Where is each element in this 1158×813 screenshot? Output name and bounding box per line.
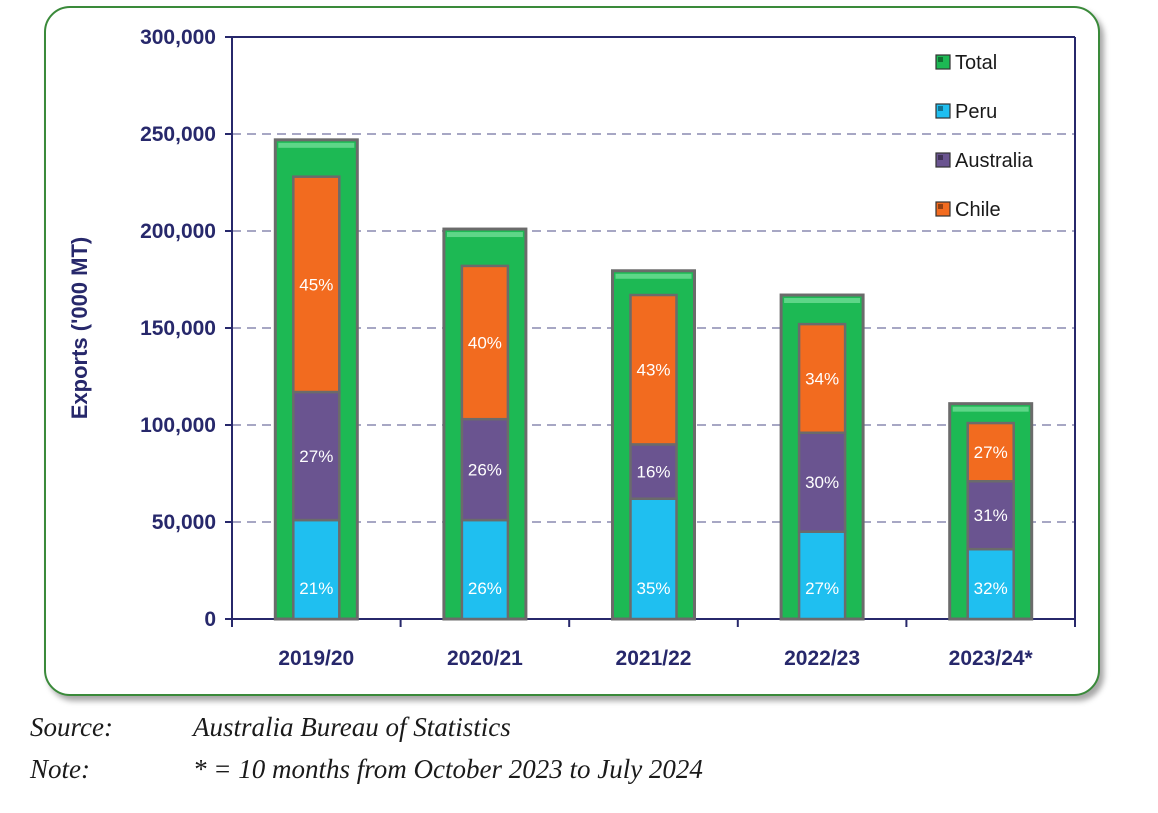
australia-bar — [966, 480, 1015, 551]
total-bar-highlight — [952, 406, 1029, 412]
legend-swatch-shade — [938, 155, 943, 160]
note-text: * = 10 months from October 2023 to July … — [193, 754, 703, 784]
legend-label-total: Total — [955, 52, 997, 74]
x-tick-label: 2020/21 — [447, 647, 523, 670]
y-tick-label: 150,000 — [140, 317, 216, 340]
legend-swatch-shade — [938, 106, 943, 111]
chile-bar — [966, 421, 1015, 483]
legend-swatch-shade — [938, 204, 943, 209]
peru-bar — [966, 547, 1015, 621]
peru-bar — [292, 518, 341, 621]
total-bar-highlight — [278, 142, 355, 148]
australia-share-label: 26% — [468, 461, 502, 480]
y-tick-label: 200,000 — [140, 220, 216, 243]
x-tick-label: 2019/20 — [278, 647, 354, 670]
y-tick-label: 300,000 — [140, 26, 216, 49]
x-tick-label: 2021/22 — [616, 647, 692, 670]
chile-bar — [629, 293, 678, 446]
total-bar-highlight — [784, 298, 861, 304]
bar-chart: 0 50,000 100,000 150,000 200,000 250,000 300,0… — [67, 26, 1076, 670]
australia-bar — [629, 443, 678, 500]
peru-share-label: 27% — [805, 579, 839, 598]
footnotes: Source: Australia Bureau of Statistics N… — [30, 712, 1130, 796]
australia-share-label: 31% — [974, 506, 1008, 525]
chart-frame — [44, 6, 1100, 696]
y-tick-label: 100,000 — [140, 414, 216, 437]
note-row: Note: * = 10 months from October 2023 to… — [30, 754, 1130, 796]
peru-bar — [460, 518, 510, 621]
chile-share-label: 27% — [974, 443, 1008, 462]
total-bar-highlight — [446, 232, 523, 238]
peru-share-label: 26% — [468, 579, 502, 598]
chile-bar — [797, 322, 847, 435]
peru-bar — [629, 497, 678, 621]
peru-share-label: 21% — [299, 579, 333, 598]
chile-bar — [460, 264, 510, 421]
peru-share-label: 32% — [974, 579, 1008, 598]
x-tick-label: 2022/23 — [784, 647, 860, 670]
chile-share-label: 40% — [468, 334, 502, 353]
chile-share-label: 43% — [636, 361, 670, 380]
source-row: Source: Australia Bureau of Statistics — [30, 712, 1130, 754]
y-axis-title: Exports ('000 MT) — [67, 237, 92, 420]
australia-share-label: 30% — [805, 473, 839, 492]
y-tick-label: 250,000 — [140, 123, 216, 146]
source-text: Australia Bureau of Statistics — [193, 712, 511, 742]
legend-swatch-shade — [938, 57, 943, 62]
australia-share-label: 16% — [636, 463, 670, 482]
x-tick-label: 2023/24* — [949, 647, 1034, 670]
legend-label-chile: Chile — [955, 199, 1001, 221]
legend-label-australia: Australia — [955, 150, 1034, 172]
y-tick-label: 0 — [204, 608, 216, 631]
chile-share-label: 45% — [299, 275, 333, 294]
y-tick-label: 50,000 — [152, 511, 216, 534]
chile-share-label: 34% — [805, 369, 839, 388]
australia-share-label: 27% — [299, 447, 333, 466]
note-label: Note: — [30, 754, 90, 784]
source-label: Source: — [30, 712, 113, 742]
australia-bar — [797, 431, 847, 533]
peru-bar — [797, 530, 847, 621]
chile-bar — [292, 175, 341, 394]
australia-bar — [292, 390, 341, 522]
total-bar-highlight — [615, 273, 692, 279]
peru-share-label: 35% — [636, 579, 670, 598]
legend-label-peru: Peru — [955, 101, 997, 123]
